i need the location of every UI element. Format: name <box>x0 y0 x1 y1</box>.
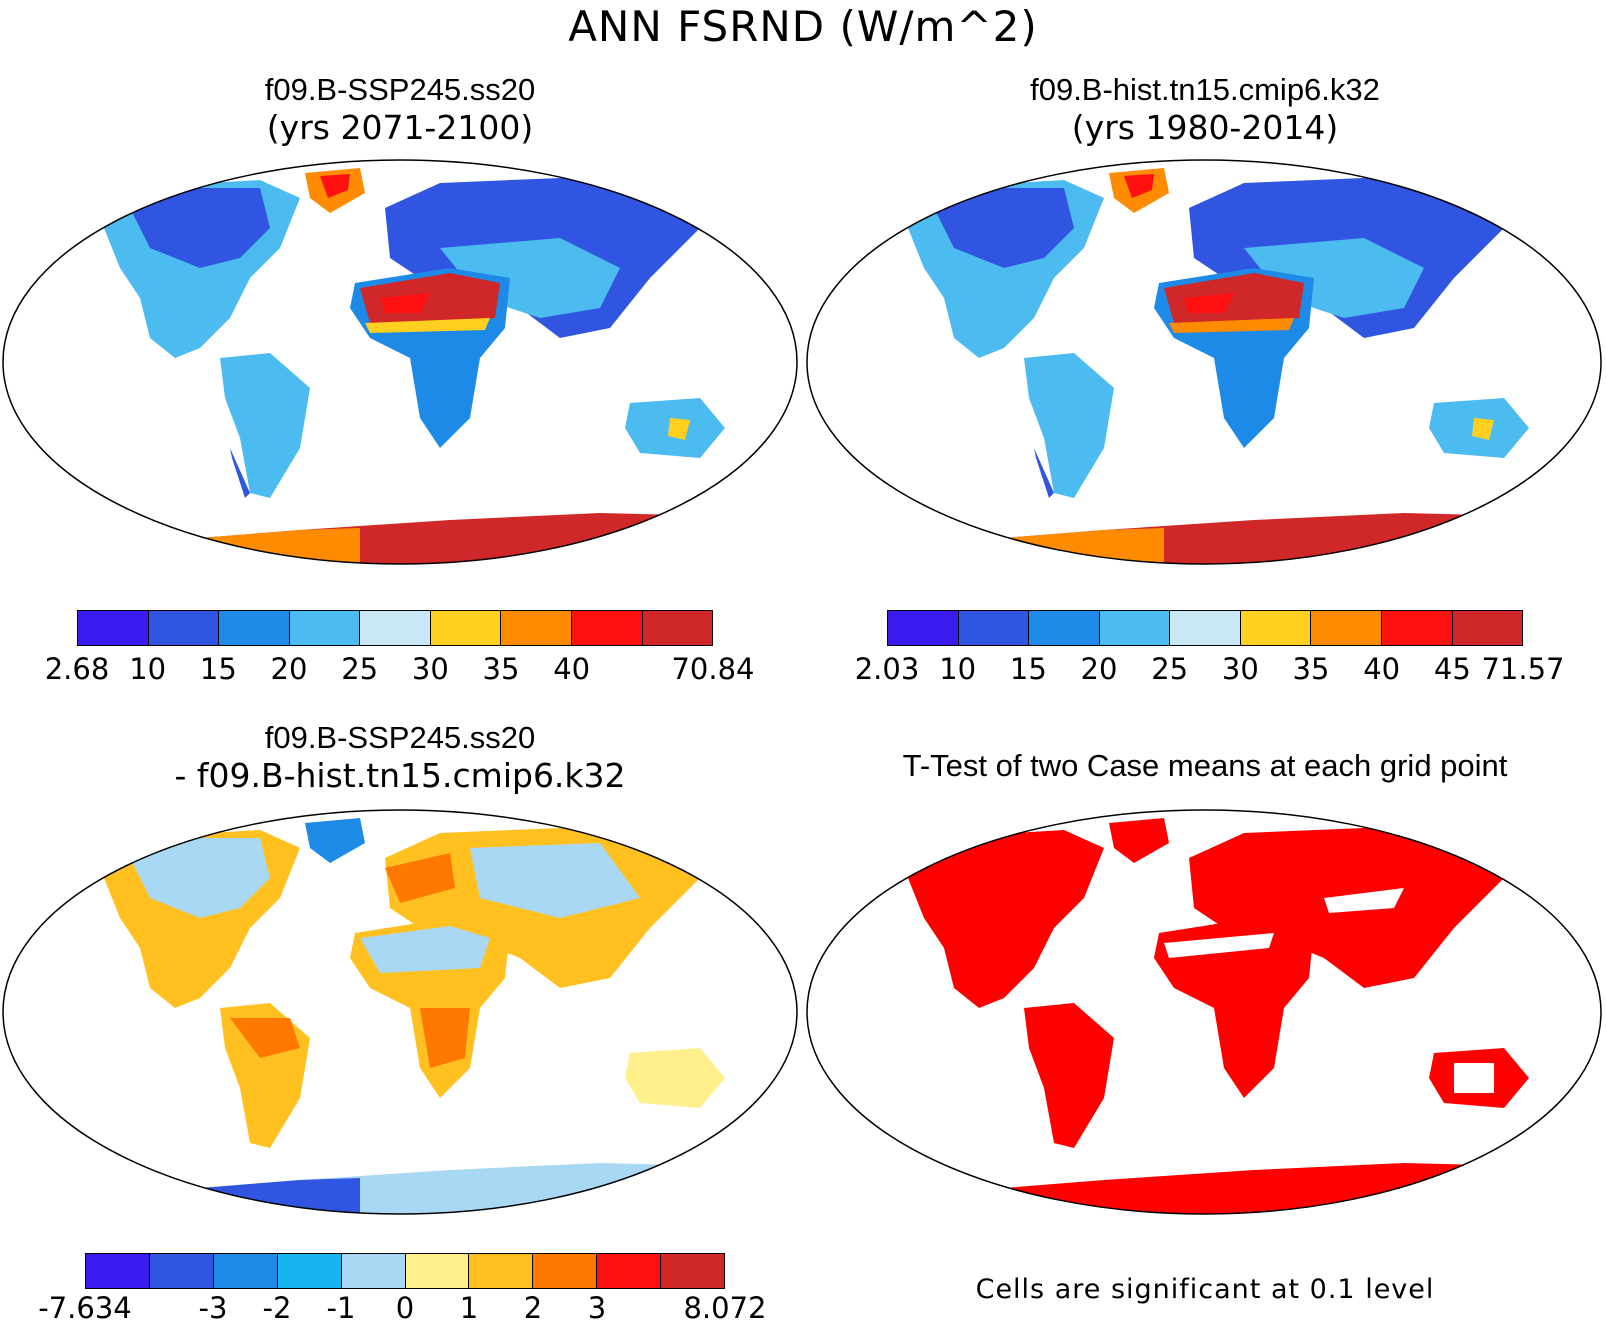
colorbar-tick-label: 2.68 <box>44 652 110 686</box>
panel-difference-title: f09.B-SSP245.ss20 - f09.B-hist.tn15.cmip… <box>10 720 790 796</box>
colorbar-tick-label: 35 <box>1292 652 1330 686</box>
colorbar-tick-label: 20 <box>1080 652 1118 686</box>
colorbar-tick-label: 35 <box>482 652 520 686</box>
map-case <box>2 159 798 565</box>
panel-difference-control: - f09.B-hist.tn15.cmip6.k32 <box>174 756 626 795</box>
colorbar-box <box>277 1254 342 1288</box>
colorbar-box <box>1240 611 1312 645</box>
colorbar-control <box>887 610 1523 646</box>
panel-difference-case: f09.B-SSP245.ss20 <box>264 720 536 755</box>
colorbar-box <box>1170 611 1241 645</box>
colorbar-box <box>571 611 643 645</box>
colorbar-tick-label: -1 <box>326 1291 356 1325</box>
colorbar-box <box>597 1254 662 1288</box>
colorbar-box <box>86 1254 150 1288</box>
colorbar-tick-label: 40 <box>553 652 591 686</box>
colorbar-box <box>1099 611 1171 645</box>
colorbar-box <box>430 611 502 645</box>
panel-case-title: f09.B-SSP245.ss20 (yrs 2071-2100) <box>10 72 790 148</box>
colorbar-tick-label: 15 <box>199 652 237 686</box>
colorbar-box <box>1381 611 1453 645</box>
panel-case-years: (yrs 2071-2100) <box>266 108 534 147</box>
colorbar-box <box>958 611 1030 645</box>
colorbar-box <box>405 1254 470 1288</box>
colorbar-tick-label: 1 <box>459 1291 479 1325</box>
colorbar-difference-labels: -7.634 -3 -2 -1 0 1 2 3 8.072 <box>38 1291 766 1327</box>
panel-control-title: f09.B-hist.tn15.cmip6.k32 (yrs 1980-2014… <box>810 72 1600 148</box>
colorbar-control-labels: 2.03 10 15 20 25 30 35 40 45 71.57 <box>855 652 1565 688</box>
colorbar-tick-label: 45 <box>1433 652 1471 686</box>
panel-ttest-title: T-Test of two Case means at each grid po… <box>902 748 1508 783</box>
colorbar-tick-label: 25 <box>341 652 379 686</box>
colorbar-tick-label: 0 <box>395 1291 415 1325</box>
colorbar-difference <box>85 1253 725 1289</box>
map-difference <box>2 809 798 1215</box>
colorbar-box <box>661 1254 725 1288</box>
colorbar-tick-label: -3 <box>198 1291 228 1325</box>
colorbar-box <box>501 611 572 645</box>
colorbar-tick-label: 3 <box>587 1291 607 1325</box>
panel-control-name: f09.B-hist.tn15.cmip6.k32 <box>1030 72 1380 107</box>
colorbar-tick-label: 40 <box>1363 652 1401 686</box>
significance-note: Cells are significant at 0.1 level <box>975 1274 1435 1305</box>
colorbar-box <box>289 611 361 645</box>
colorbar-tick-label: 10 <box>129 652 167 686</box>
colorbar-box <box>360 611 431 645</box>
colorbar-tick-label: 15 <box>1009 652 1047 686</box>
colorbar-box <box>148 611 220 645</box>
colorbar-box <box>533 1254 598 1288</box>
colorbar-box <box>642 611 713 645</box>
colorbar-case-labels: 2.68 10 15 20 25 30 35 40 70.84 <box>45 652 755 688</box>
colorbar-tick-label: 70.84 <box>671 652 755 686</box>
colorbar-tick-label: 10 <box>939 652 977 686</box>
colorbar-box <box>888 611 959 645</box>
panel-case-name: f09.B-SSP245.ss20 <box>264 72 536 107</box>
colorbar-box <box>219 611 290 645</box>
colorbar-box <box>1311 611 1382 645</box>
colorbar-box <box>149 1254 214 1288</box>
map-control <box>806 159 1602 565</box>
colorbar-tick-label: 30 <box>1221 652 1259 686</box>
colorbar-box <box>341 1254 406 1288</box>
colorbar-case <box>77 610 713 646</box>
colorbar-tick-label: -2 <box>262 1291 292 1325</box>
colorbar-box <box>213 1254 278 1288</box>
colorbar-box <box>1029 611 1100 645</box>
panel-control-years: (yrs 1980-2014) <box>1071 108 1339 147</box>
colorbar-tick-label: -7.634 <box>38 1291 132 1325</box>
colorbar-box <box>1452 611 1523 645</box>
colorbar-box <box>469 1254 534 1288</box>
colorbar-tick-label: 71.57 <box>1481 652 1565 686</box>
colorbar-tick-label: 25 <box>1151 652 1189 686</box>
map-ttest <box>806 809 1602 1215</box>
colorbar-tick-label: 2.03 <box>854 652 920 686</box>
colorbar-tick-label: 30 <box>411 652 449 686</box>
main-title: ANN FSRND (W/m^2) <box>568 2 1038 51</box>
colorbar-tick-label: 20 <box>270 652 308 686</box>
colorbar-box <box>78 611 149 645</box>
colorbar-tick-label: 8.072 <box>683 1291 767 1325</box>
colorbar-tick-label: 2 <box>523 1291 543 1325</box>
